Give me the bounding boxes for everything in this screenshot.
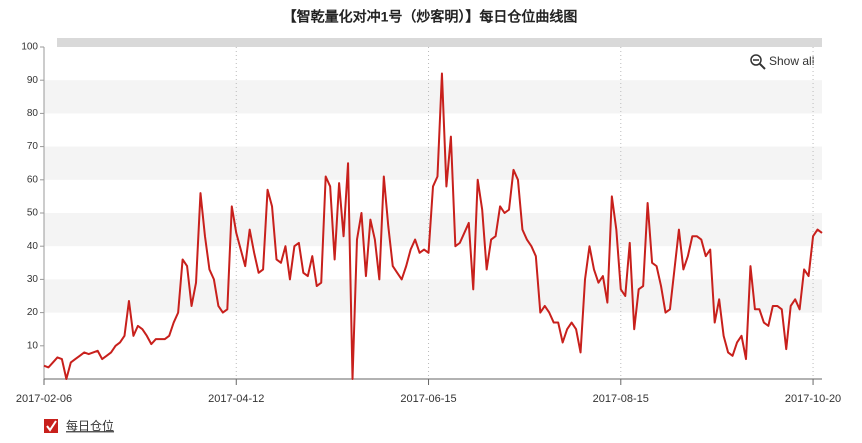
- y-tick-label: 20: [27, 307, 39, 318]
- y-tick-label: 70: [27, 141, 39, 152]
- y-tick-label: 50: [27, 208, 39, 219]
- check-mark: [46, 420, 57, 432]
- plot-band: [44, 80, 822, 114]
- show-all-label[interactable]: Show all: [769, 54, 814, 68]
- series-line: [43, 72, 823, 380]
- plot-band: [44, 279, 822, 313]
- plot-band: [44, 213, 822, 247]
- x-tick-label: 2017-06-15: [400, 393, 456, 405]
- y-tick-label: 90: [27, 75, 39, 86]
- zoom-icon: [750, 54, 762, 66]
- x-tick-label: 2017-04-12: [208, 393, 264, 405]
- plot-band: [44, 146, 822, 180]
- chart-title: 【智乾量化对冲1号（炒客明）】每日仓位曲线图: [283, 9, 578, 25]
- y-tick-label: 10: [27, 340, 39, 351]
- show-all-button[interactable]: Show all: [750, 54, 814, 70]
- scrollbar[interactable]: [57, 38, 822, 47]
- y-tick-label: 40: [27, 241, 39, 252]
- y-tick-label: 30: [27, 274, 39, 285]
- x-tick-label: 2017-02-06: [16, 393, 72, 405]
- legend-label[interactable]: 每日仓位: [66, 418, 114, 433]
- y-tick-label: 80: [27, 108, 39, 119]
- y-tick-label: 100: [21, 42, 38, 53]
- zoom-icon: [759, 63, 766, 70]
- x-tick-label: 2017-10-20: [785, 393, 841, 405]
- legend[interactable]: 每日仓位: [44, 418, 114, 433]
- x-tick-label: 2017-08-15: [593, 393, 649, 405]
- y-tick-label: 60: [27, 174, 39, 185]
